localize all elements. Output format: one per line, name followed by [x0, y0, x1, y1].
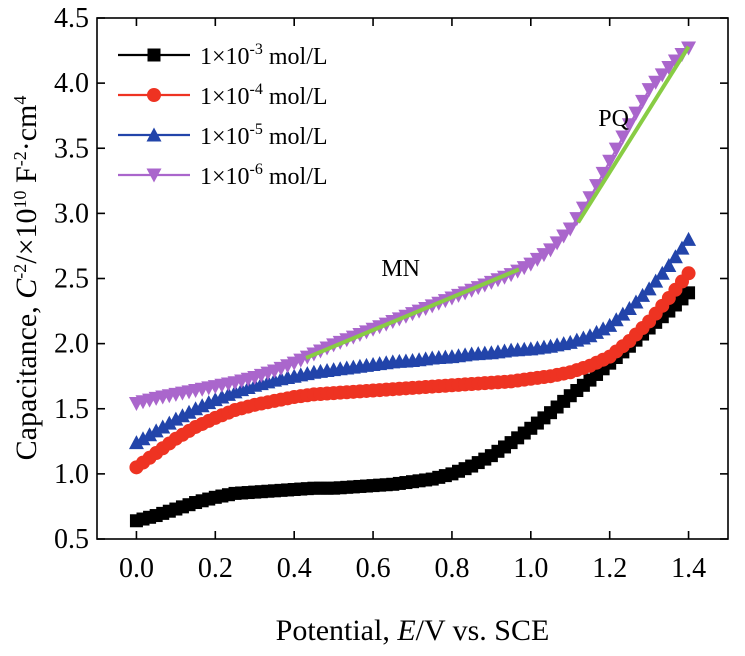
annotation-pq: PQ: [598, 106, 629, 132]
data-point: [654, 68, 670, 83]
fit-line-pq: [576, 45, 691, 224]
series-3: [128, 231, 697, 450]
annotations: MN PQ: [381, 106, 629, 282]
fit-lines-overlay: [305, 45, 691, 360]
y-axis-title: Capacitance, C-2/×1010 F-2·cm4: [10, 96, 43, 461]
data-point: [621, 118, 637, 133]
x-tick-label: 0.0: [119, 553, 154, 584]
axes: 0.0 0.2 0.4 0.6 0.8 1.0 1.2 1.4 0.5 1.0 1.5 2.0 2.5 3…: [54, 3, 728, 584]
y-tick-label: 3.0: [54, 198, 89, 229]
data-point: [681, 266, 696, 281]
data-point: [543, 243, 559, 258]
data-point: [148, 423, 164, 438]
data-point: [556, 229, 572, 244]
y-tick-label: 2.5: [54, 264, 89, 295]
data-point: [648, 75, 664, 90]
data-point: [681, 231, 697, 246]
legend-marker: [146, 168, 162, 183]
data-point: [155, 419, 171, 434]
legend-label: 1×10-6 mol/L: [200, 161, 328, 190]
data-point: [589, 179, 605, 194]
legend-marker: [146, 127, 162, 142]
fit-line-mn: [305, 267, 520, 360]
data-point: [142, 427, 158, 442]
legend-label: 1×10-4 mol/L: [200, 81, 328, 110]
series-2: [129, 266, 696, 475]
y-tick-label: 1.5: [54, 394, 89, 425]
y-tick-label: 1.0: [54, 459, 89, 490]
legend-entry-1: 1×10-3 mol/L: [118, 41, 328, 70]
y-tick-label: 3.5: [54, 133, 89, 164]
data-point: [654, 265, 670, 280]
x-tick-label: 1.0: [513, 553, 548, 584]
y-tick-label: 4.0: [54, 68, 89, 99]
y-tick-label: 4.5: [54, 3, 89, 34]
legend-label: 1×10-5 mol/L: [200, 121, 328, 150]
x-tick-label: 0.2: [198, 553, 233, 584]
y-tick-label: 2.0: [54, 329, 89, 360]
data-point: [661, 60, 677, 75]
data-point: [608, 142, 624, 157]
x-tick-label: 1.4: [671, 553, 706, 584]
x-tick-label: 0.6: [356, 553, 391, 584]
annotation-mn: MN: [381, 256, 420, 282]
data-point: [628, 106, 644, 121]
data-point: [661, 257, 677, 272]
data-point: [641, 83, 657, 98]
data-point: [549, 236, 565, 251]
data-point: [674, 240, 690, 255]
data-point: [602, 154, 618, 169]
data-point: [128, 435, 144, 450]
data-point: [682, 286, 696, 300]
x-tick-label: 0.8: [434, 553, 469, 584]
data-point: [135, 431, 151, 446]
data-point: [615, 130, 631, 145]
legend-entry-3: 1×10-5 mol/L: [118, 121, 328, 150]
x-tick-label: 0.4: [277, 553, 312, 584]
legend-entry-2: 1×10-4 mol/L: [118, 81, 328, 110]
x-tick-label: 1.2: [592, 553, 627, 584]
legend-label: 1×10-3 mol/L: [200, 41, 328, 70]
data-point: [648, 273, 664, 288]
y-tick-label: 0.5: [54, 524, 89, 555]
legend: 1×10-3 mol/L 1×10-4 mol/L 1×10-5 mol/L 1×10…: [118, 41, 328, 190]
data-point: [641, 281, 657, 296]
data-point: [635, 94, 651, 109]
data-point: [595, 166, 611, 181]
legend-marker: [147, 48, 161, 62]
x-axis-title: Potential, E/V vs. SCE: [276, 614, 550, 647]
legend-entry-4: 1×10-6 mol/L: [118, 161, 328, 190]
data-point: [562, 222, 578, 237]
data-point: [667, 249, 683, 264]
legend-marker: [147, 88, 161, 102]
data-point: [161, 415, 177, 430]
